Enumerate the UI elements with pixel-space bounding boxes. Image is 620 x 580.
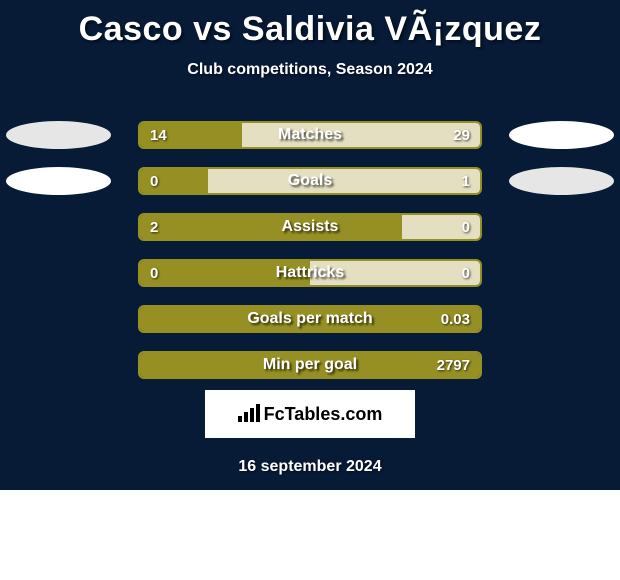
logo-text: FcTables.com [264,404,383,425]
player2-ellipse [509,121,614,149]
stat-bar: 01Goals [138,167,482,195]
stat-right-value: 0 [462,261,470,285]
source-logo: FcTables.com [205,390,415,438]
stat-right-value: 0 [462,215,470,239]
bar-right-fill [242,123,480,147]
date-label: 16 september 2024 [0,458,620,476]
stat-bar: 00Hattricks [138,259,482,287]
stat-row: 20Assists [0,213,620,241]
stat-right-value: 1 [462,169,470,193]
stat-right-value: 29 [453,123,470,147]
bar-left-fill [140,215,402,239]
player2-ellipse [509,167,614,195]
page-subtitle: Club competitions, Season 2024 [0,61,620,79]
comparison-card: Casco vs Saldivia VÃ¡zquez Club competit… [0,0,620,490]
stat-left-value: 0 [150,169,158,193]
player1-ellipse [6,121,111,149]
stat-left-value: 2 [150,215,158,239]
stat-bar: 0.03Goals per match [138,305,482,333]
bar-right-fill [208,169,480,193]
stat-bar: 1429Matches [138,121,482,149]
stat-right-value: 2797 [437,353,470,377]
bar-chart-icon [238,404,260,425]
stat-rows: 1429Matches01Goals20Assists00Hattricks0.… [0,121,620,379]
bar-right-fill [310,261,480,285]
bar-left-fill [140,307,480,331]
stat-right-value: 0.03 [441,307,470,331]
stat-row: 0.03Goals per match [0,305,620,333]
stat-bar: 2797Min per goal [138,351,482,379]
player1-ellipse [6,167,111,195]
stat-bar: 20Assists [138,213,482,241]
bar-left-fill [140,261,310,285]
page-title: Casco vs Saldivia VÃ¡zquez [0,10,620,49]
stat-left-value: 14 [150,123,167,147]
stat-row: 00Hattricks [0,259,620,287]
stat-row: 01Goals [0,167,620,195]
stat-row: 2797Min per goal [0,351,620,379]
bar-left-fill [140,353,480,377]
stat-left-value: 0 [150,261,158,285]
stat-row: 1429Matches [0,121,620,149]
